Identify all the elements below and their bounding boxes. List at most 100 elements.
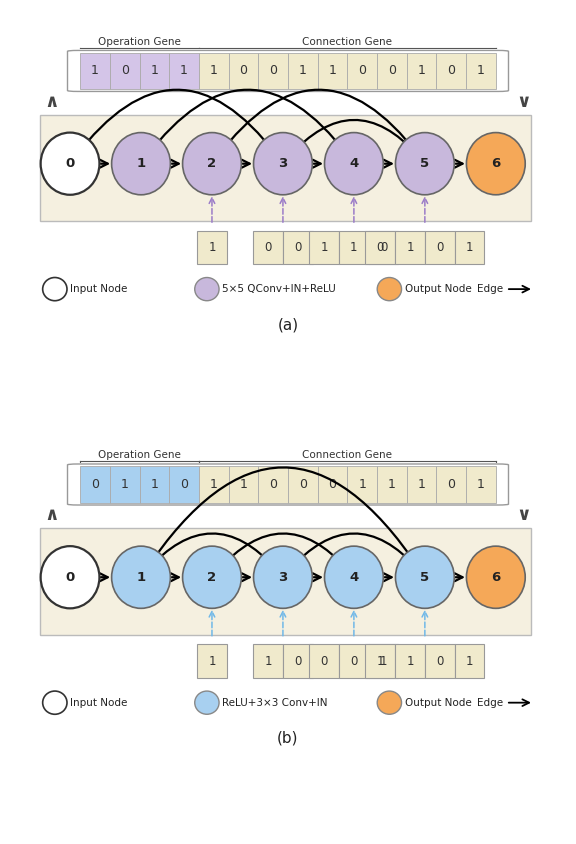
Text: 0: 0 xyxy=(377,241,384,254)
Ellipse shape xyxy=(324,133,383,195)
Text: Operation Gene: Operation Gene xyxy=(98,37,181,46)
Text: 1: 1 xyxy=(137,157,146,170)
FancyBboxPatch shape xyxy=(169,52,199,89)
Text: 1: 1 xyxy=(388,478,396,491)
Text: Operation Gene: Operation Gene xyxy=(98,451,181,460)
Text: 1: 1 xyxy=(208,241,216,254)
Ellipse shape xyxy=(377,691,401,714)
FancyBboxPatch shape xyxy=(258,52,288,89)
Text: 1: 1 xyxy=(477,64,485,78)
Text: (b): (b) xyxy=(277,731,299,746)
Text: Input Node: Input Node xyxy=(70,284,127,294)
FancyBboxPatch shape xyxy=(80,52,110,89)
Text: 1: 1 xyxy=(406,654,414,668)
Ellipse shape xyxy=(324,546,383,609)
FancyBboxPatch shape xyxy=(229,52,258,89)
Text: 1: 1 xyxy=(91,64,99,78)
Text: 1: 1 xyxy=(150,478,158,491)
Text: 0: 0 xyxy=(448,478,455,491)
Text: ∧: ∧ xyxy=(45,93,59,111)
Text: 5×5 QConv+IN+ReLU: 5×5 QConv+IN+ReLU xyxy=(222,284,336,294)
FancyBboxPatch shape xyxy=(407,466,437,503)
Text: 1: 1 xyxy=(377,654,384,668)
Text: 0: 0 xyxy=(66,157,75,170)
FancyBboxPatch shape xyxy=(339,230,369,264)
Ellipse shape xyxy=(396,133,454,195)
Text: 0: 0 xyxy=(180,478,188,491)
FancyBboxPatch shape xyxy=(139,466,169,503)
FancyBboxPatch shape xyxy=(309,230,339,264)
Text: 1: 1 xyxy=(121,478,128,491)
Text: Connection Gene: Connection Gene xyxy=(302,37,392,46)
Ellipse shape xyxy=(396,546,454,609)
Text: 6: 6 xyxy=(491,157,501,170)
Ellipse shape xyxy=(112,546,170,609)
FancyBboxPatch shape xyxy=(366,644,395,678)
Text: 0: 0 xyxy=(264,241,272,254)
Text: 1: 1 xyxy=(418,64,426,78)
Ellipse shape xyxy=(112,133,170,195)
FancyBboxPatch shape xyxy=(377,466,407,503)
Text: 0: 0 xyxy=(436,241,444,254)
Text: 0: 0 xyxy=(91,478,99,491)
Text: 0: 0 xyxy=(380,241,387,254)
Text: ∨: ∨ xyxy=(517,506,531,524)
FancyBboxPatch shape xyxy=(258,466,288,503)
Text: 1: 1 xyxy=(210,64,218,78)
Ellipse shape xyxy=(183,133,241,195)
Text: 1: 1 xyxy=(150,64,158,78)
Text: Input Node: Input Node xyxy=(70,698,127,707)
Text: ∨: ∨ xyxy=(517,93,531,111)
FancyBboxPatch shape xyxy=(369,230,399,264)
FancyBboxPatch shape xyxy=(253,230,283,264)
Text: 0: 0 xyxy=(294,241,301,254)
Text: ∧: ∧ xyxy=(45,506,59,524)
FancyBboxPatch shape xyxy=(318,466,347,503)
Ellipse shape xyxy=(41,546,100,609)
FancyBboxPatch shape xyxy=(454,230,484,264)
Text: 4: 4 xyxy=(349,571,358,584)
FancyBboxPatch shape xyxy=(40,528,531,635)
Text: 1: 1 xyxy=(137,571,146,584)
Text: Output Node: Output Node xyxy=(404,698,471,707)
Text: (a): (a) xyxy=(278,317,298,333)
Text: Connection Gene: Connection Gene xyxy=(302,451,392,460)
FancyBboxPatch shape xyxy=(283,230,313,264)
FancyBboxPatch shape xyxy=(80,466,110,503)
FancyBboxPatch shape xyxy=(67,51,509,91)
FancyBboxPatch shape xyxy=(377,52,407,89)
FancyBboxPatch shape xyxy=(466,466,496,503)
Text: 0: 0 xyxy=(240,64,248,78)
Text: 0: 0 xyxy=(294,654,301,668)
Text: ReLU+3×3 Conv+IN: ReLU+3×3 Conv+IN xyxy=(222,698,328,707)
Text: 0: 0 xyxy=(269,478,277,491)
FancyBboxPatch shape xyxy=(454,644,484,678)
Ellipse shape xyxy=(183,546,241,609)
Text: 1: 1 xyxy=(358,478,366,491)
Text: 1: 1 xyxy=(406,241,414,254)
Text: 1: 1 xyxy=(264,654,272,668)
FancyBboxPatch shape xyxy=(139,52,169,89)
Ellipse shape xyxy=(41,133,100,195)
Text: 1: 1 xyxy=(240,478,248,491)
FancyBboxPatch shape xyxy=(197,230,227,264)
Ellipse shape xyxy=(377,278,401,300)
Text: 5: 5 xyxy=(420,157,430,170)
FancyBboxPatch shape xyxy=(309,644,339,678)
Ellipse shape xyxy=(467,133,525,195)
Text: 0: 0 xyxy=(436,654,444,668)
FancyBboxPatch shape xyxy=(283,644,313,678)
FancyBboxPatch shape xyxy=(466,52,496,89)
FancyBboxPatch shape xyxy=(199,466,229,503)
FancyBboxPatch shape xyxy=(110,52,139,89)
Text: 6: 6 xyxy=(491,571,501,584)
FancyBboxPatch shape xyxy=(395,230,425,264)
Text: 1: 1 xyxy=(210,478,218,491)
Text: 0: 0 xyxy=(388,64,396,78)
Text: 1: 1 xyxy=(180,64,188,78)
FancyBboxPatch shape xyxy=(110,466,139,503)
Text: 0: 0 xyxy=(358,64,366,78)
Text: 1: 1 xyxy=(328,64,336,78)
Text: Edge: Edge xyxy=(478,698,503,707)
FancyBboxPatch shape xyxy=(288,466,318,503)
